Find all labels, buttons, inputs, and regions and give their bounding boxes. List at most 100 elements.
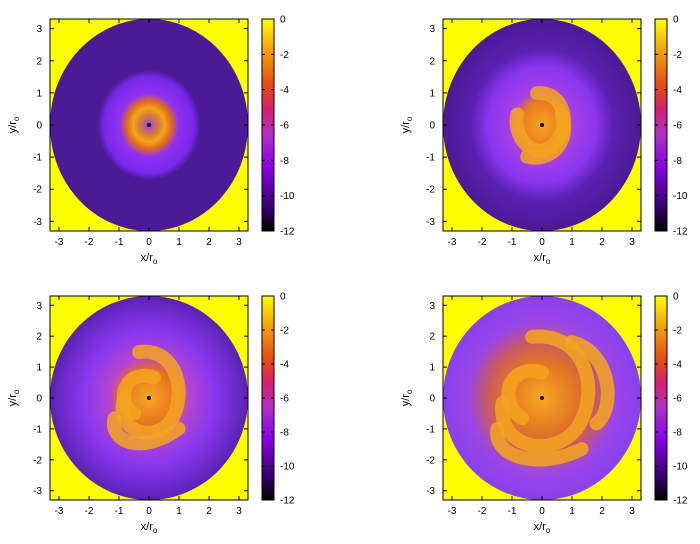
x-tick-label: -1 [115,506,124,517]
colorbar-tick-label: -8 [673,156,682,167]
y-tick-label: 3 [36,24,42,35]
spiral-arm [527,114,564,157]
x-tick-label: -2 [478,237,487,248]
y-tick-label: 2 [36,332,42,343]
y-tick-label: 1 [429,88,435,99]
x-tick-label: 2 [206,506,212,517]
panel-4: -3 -2 -1 0 1 2 33210-1-2-3x/roy/ro0-2-4-6-8-10… [400,292,688,536]
x-tick-label: -2 [85,237,94,248]
y-tick-label: 3 [429,301,435,312]
colorbar-tick-label: -12 [280,496,295,507]
colorbar-tick-label: -8 [673,428,682,439]
y-tick-label: -1 [33,153,42,164]
y-tick-label: 2 [429,332,435,343]
y-tick-label: 2 [429,56,435,67]
y-tick-label: -1 [426,153,435,164]
colorbar-tick-label: 0 [280,15,286,26]
x-tick-label: -1 [508,237,517,248]
panel-3: -3 -2 -1 0 1 2 33210-1-2-3x/roy/ro0-2-4-6-8-10… [7,292,295,536]
y-tick-label: 0 [429,121,435,132]
colorbar-tick-label: -6 [280,121,289,132]
y-axis-label: y/ro [400,389,414,406]
colorbar-tick-label: -8 [280,428,289,439]
colorbar-tick-label: -4 [280,360,289,371]
panel-1: -3 -2 -1 0 1 2 33210-1-2-3x/roy/ro0-2-4-6-8-10… [7,15,295,267]
y-tick-label: -2 [426,185,435,196]
y-tick-label: -2 [33,455,42,466]
colorbar-tick-label: -10 [280,191,295,202]
colorbar-tick-label: -12 [280,227,295,238]
colorbar-tick-label: 0 [673,15,679,26]
x-tick-label: 0 [539,506,545,517]
y-tick-label: 0 [429,394,435,405]
x-tick-label: -3 [448,237,457,248]
x-tick-label: 1 [176,237,182,248]
x-tick-label: 3 [629,237,635,248]
y-tick-label: -1 [426,424,435,435]
spiral-arm [123,352,179,433]
colorbar-tick-label: -4 [280,85,289,96]
colorbar-tick-label: -4 [673,360,682,371]
y-tick-label: -3 [33,217,42,228]
colorbar-tick-label: -4 [673,85,682,96]
colorbar-tick-label: -2 [280,326,289,337]
colorbar-tick-label: -6 [280,394,289,405]
x-tick-label: 0 [146,237,152,248]
y-axis-label: y/ro [7,116,21,133]
y-tick-label: 1 [36,88,42,99]
x-tick-label: -2 [478,506,487,517]
y-tick-label: 0 [36,121,42,132]
spiral-arm [497,429,581,460]
x-tick-label: 1 [569,237,575,248]
colorbar-tick-label: -10 [280,462,295,473]
y-tick-label: -2 [33,185,42,196]
x-tick-label: 1 [569,506,575,517]
y-tick-label: 1 [429,363,435,374]
x-tick-label: 3 [629,506,635,517]
x-tick-label: 3 [236,237,242,248]
y-tick-label: -2 [426,455,435,466]
y-axis-label: y/ro [400,116,414,133]
x-axis-label: x/ro [141,521,158,535]
y-tick-label: 3 [429,24,435,35]
x-tick-label: -1 [115,237,124,248]
x-axis-label: x/ro [534,521,551,535]
x-tick-label: -3 [448,506,457,517]
x-tick-label: 0 [539,237,545,248]
spiral-arm [572,342,608,424]
center-point [147,396,151,400]
center-point [540,123,544,127]
x-tick-label: -2 [85,506,94,517]
panel-2: -3 -2 -1 0 1 2 33210-1-2-3x/roy/ro0-2-4-6-8-10… [400,15,688,267]
x-axis-label: x/ro [141,252,158,266]
y-tick-label: 2 [36,56,42,67]
y-axis-label: y/ro [7,389,21,406]
colorbar-tick-label: -2 [673,50,682,61]
y-tick-label: 0 [36,394,42,405]
x-tick-label: 3 [236,506,242,517]
y-tick-label: -1 [33,424,42,435]
x-tick-label: -1 [508,506,517,517]
center-point [540,396,544,400]
spiral-arm [114,418,179,443]
colorbar-tick-label: -10 [673,462,688,473]
y-tick-label: -3 [426,217,435,228]
colorbar-tick-label: -10 [673,191,688,202]
x-tick-label: 2 [206,237,212,248]
y-tick-label: 3 [36,301,42,312]
spiral-arm [124,376,154,414]
y-tick-label: 1 [36,363,42,374]
x-tick-label: -3 [55,506,64,517]
colorbar-tick-label: -6 [673,121,682,132]
y-tick-label: -3 [33,486,42,497]
x-tick-label: -3 [55,237,64,248]
colorbar-tick-label: -6 [673,394,682,405]
colorbar-tick-label: 0 [673,292,679,303]
spiral-arm [508,371,542,419]
colorbar-tick-label: -12 [673,496,688,507]
x-tick-label: 0 [146,506,152,517]
colorbar-tick-label: 0 [280,292,286,303]
colorbar-tick-label: -2 [673,326,682,337]
center-point [147,123,151,127]
